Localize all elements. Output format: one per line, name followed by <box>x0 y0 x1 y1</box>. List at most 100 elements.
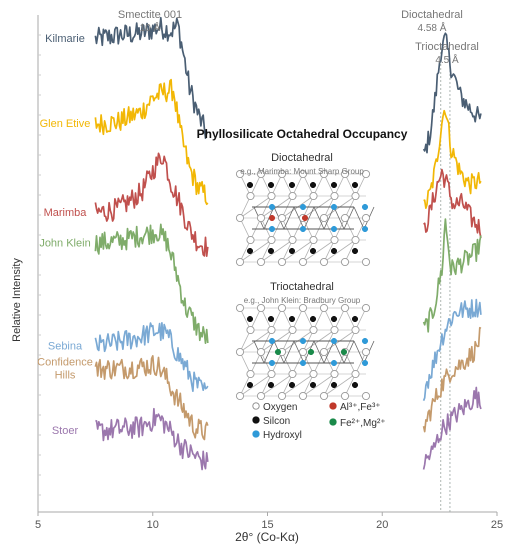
oxygen-atom <box>298 303 308 313</box>
annotation-dioctahedral: Dioctahedral 4.58 Å <box>401 9 463 34</box>
silicon-atom <box>309 181 317 189</box>
x-tick-label: 10 <box>147 519 159 531</box>
series-line-high-marimba <box>422 168 482 239</box>
hydroxyl-atom <box>299 225 307 233</box>
oxygen-atom <box>246 235 255 245</box>
oxygen-atom <box>235 391 245 401</box>
oxygen-atom <box>340 213 350 223</box>
oxygen-atom <box>309 369 318 379</box>
structure-inset: Oxygen Al³⁺,Fe³⁺ Silcon Fe²⁺,Mg²⁺ Hydroxyl <box>235 169 386 441</box>
oxygen-atom <box>330 191 339 201</box>
oxygen-atom <box>309 325 318 335</box>
oxygen-atom <box>277 303 287 313</box>
oxygen-atom <box>277 213 287 223</box>
silicon-atom <box>288 315 296 323</box>
oxygen-atom <box>288 191 297 201</box>
oxygen-atom <box>351 369 360 379</box>
legend-label: Fe²⁺,Mg²⁺ <box>340 418 386 429</box>
hydroxyl-atom <box>361 337 369 345</box>
oxygen-atom <box>288 325 297 335</box>
legend-marker <box>329 402 337 410</box>
legend-label: Al³⁺,Fe³⁺ <box>340 402 381 413</box>
oxygen-atom <box>361 213 371 223</box>
oxygen-atom <box>319 169 329 179</box>
oxygen-atom <box>246 369 255 379</box>
series-label-confidence-hills: Confidence Hills <box>37 357 93 382</box>
oxygen-atom <box>298 257 308 267</box>
oxygen-atom <box>256 169 266 179</box>
series-label-john-klein: John Klein <box>39 237 90 249</box>
series-label-marimba: Marimba <box>44 207 88 219</box>
trioctahedral-cation <box>274 348 282 356</box>
trioctahedral-subtitle: e.g., John Klein: Bradbury Group <box>244 296 361 305</box>
silicon-atom <box>351 381 359 389</box>
hydroxyl-atom <box>330 225 338 233</box>
dioctahedral-cation <box>268 214 276 222</box>
oxygen-atom <box>319 257 329 267</box>
oxygen-atom <box>277 257 287 267</box>
hydroxyl-atom <box>299 203 307 211</box>
silicon-atom <box>351 181 359 189</box>
silicon-atom <box>309 247 317 255</box>
oxygen-atom <box>351 235 360 245</box>
series-label-sebina: Sebina <box>48 340 83 352</box>
oxygen-atom <box>340 303 350 313</box>
silicon-atom <box>351 315 359 323</box>
silicon-atom <box>351 247 359 255</box>
series-line-high-confidence-hills <box>422 326 482 433</box>
annotation-trioctahedral: Trioctahedral 4.5 Å <box>415 41 479 66</box>
oxygen-atom <box>361 391 371 401</box>
hydroxyl-atom <box>361 203 369 211</box>
series-line-marimba <box>94 152 209 257</box>
dioctahedral-title: Dioctahedral <box>271 152 333 164</box>
silicon-atom <box>246 381 254 389</box>
silicon-atom <box>288 381 296 389</box>
hydroxyl-atom <box>330 359 338 367</box>
hydroxyl-atom <box>299 359 307 367</box>
series-label-stoer: Stoer <box>52 425 79 437</box>
silicon-atom <box>330 381 338 389</box>
trioctahedral-cation <box>340 348 348 356</box>
oxygen-atom <box>298 347 308 357</box>
x-tick-label: 15 <box>261 519 273 531</box>
hydroxyl-atom <box>330 203 338 211</box>
silicon-atom <box>246 315 254 323</box>
silicon-atom <box>330 247 338 255</box>
dioctahedral-subtitle: e.g., Marimba: Mount Sharp Group <box>240 167 364 176</box>
oxygen-atom <box>309 191 318 201</box>
legend-marker <box>329 418 337 426</box>
oxygen-atom <box>298 169 308 179</box>
oxygen-atom <box>340 391 350 401</box>
oxygen-atom <box>235 347 245 357</box>
oxygen-atom <box>340 257 350 267</box>
oxygen-atom <box>351 325 360 335</box>
oxygen-atom <box>277 391 287 401</box>
oxygen-atom <box>330 235 339 245</box>
silicon-atom <box>246 247 254 255</box>
oxygen-atom <box>330 369 339 379</box>
series-line-high-john-klein <box>422 218 482 333</box>
silicon-atom <box>267 381 275 389</box>
oxygen-atom <box>361 347 371 357</box>
oxygen-atom <box>246 191 255 201</box>
silicon-atom <box>246 181 254 189</box>
x-tick-label: 25 <box>491 519 503 531</box>
oxygen-atom <box>288 369 297 379</box>
legend-marker <box>252 402 260 410</box>
structure-dioctahedral <box>235 169 375 267</box>
oxygen-atom <box>340 169 350 179</box>
x-tick-label: 20 <box>376 519 388 531</box>
series-line-glen-etive <box>94 78 209 206</box>
series-labels: Kilmarie Glen Etive Marimba John Klein Sebin… <box>37 33 93 437</box>
x-ticks: 5 10 15 20 25 <box>35 512 503 531</box>
silicon-atom <box>267 247 275 255</box>
trioctahedral-title: Trioctahedral <box>270 281 334 293</box>
oxygen-atom <box>256 347 266 357</box>
series-line-sebina <box>94 321 209 393</box>
oxygen-atom <box>246 325 255 335</box>
legend-marker <box>252 430 260 438</box>
series-line-high-stoer <box>422 386 482 470</box>
series-line-stoer <box>95 407 209 471</box>
